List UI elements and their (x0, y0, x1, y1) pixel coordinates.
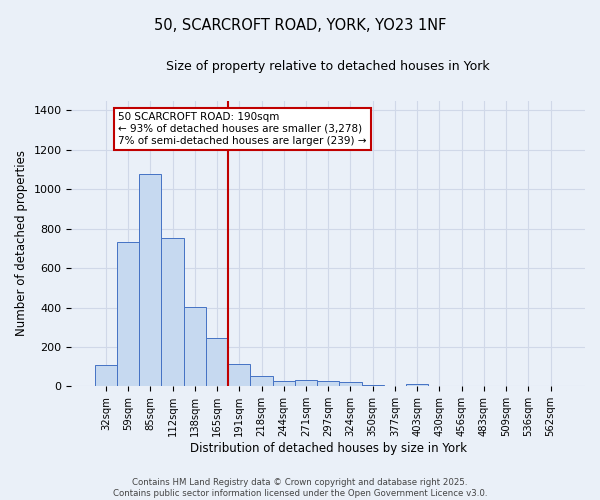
Bar (362, 385, 384, 386)
Bar (295, 380, 317, 386)
Text: Contains HM Land Registry data © Crown copyright and database right 2025.
Contai: Contains HM Land Registry data © Crown c… (113, 478, 487, 498)
Y-axis label: Number of detached properties: Number of detached properties (15, 150, 28, 336)
Title: Size of property relative to detached houses in York: Size of property relative to detached ho… (166, 60, 490, 73)
Bar (95, 364, 117, 386)
Bar (272, 382, 295, 386)
Bar (317, 381, 340, 386)
Bar (206, 338, 228, 386)
Bar (139, 174, 161, 386)
Bar (406, 384, 428, 386)
Bar (184, 306, 206, 386)
X-axis label: Distribution of detached houses by size in York: Distribution of detached houses by size … (190, 442, 467, 455)
Bar (340, 382, 362, 386)
Bar (117, 242, 139, 386)
Text: 50, SCARCROFT ROAD, YORK, YO23 1NF: 50, SCARCROFT ROAD, YORK, YO23 1NF (154, 18, 446, 32)
Bar (250, 376, 272, 386)
Bar (161, 238, 184, 386)
Text: 50 SCARCROFT ROAD: 190sqm
← 93% of detached houses are smaller (3,278)
7% of sem: 50 SCARCROFT ROAD: 190sqm ← 93% of detac… (118, 112, 367, 146)
Bar (228, 364, 250, 386)
